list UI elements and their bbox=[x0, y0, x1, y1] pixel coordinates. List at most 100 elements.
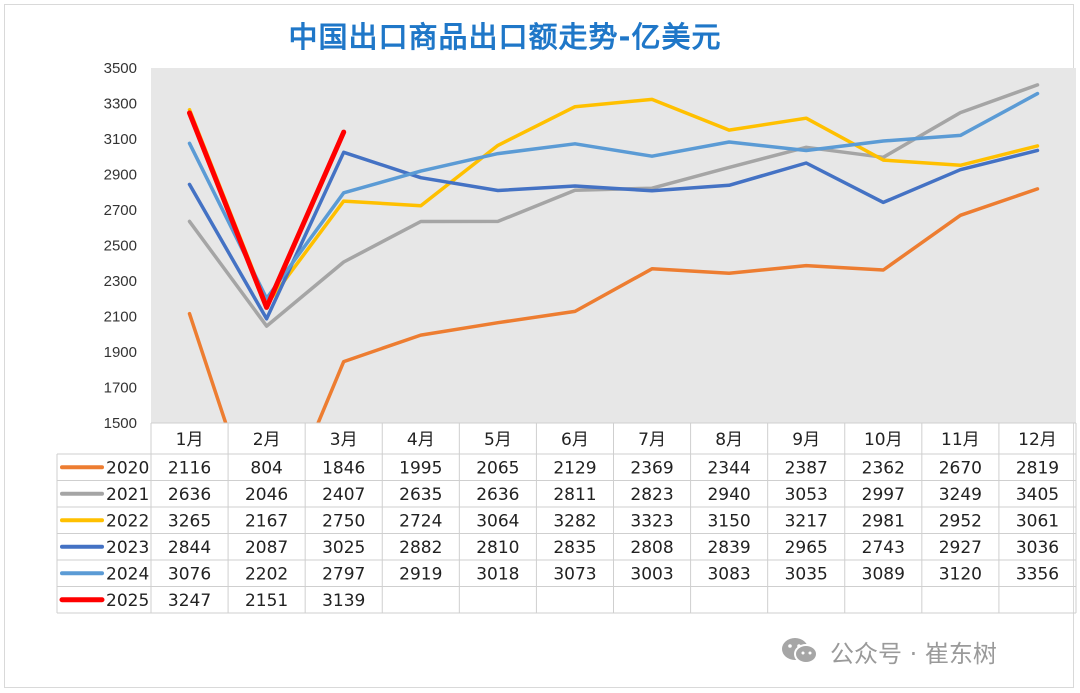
x-category-label: 4月 bbox=[407, 430, 435, 450]
data-label: 3035 bbox=[785, 564, 828, 584]
data-label: 3036 bbox=[1016, 538, 1059, 558]
data-label: 2927 bbox=[939, 538, 982, 558]
data-label: 1846 bbox=[322, 458, 365, 478]
x-category-label: 5月 bbox=[484, 430, 512, 450]
data-label: 2882 bbox=[399, 538, 442, 558]
x-category-label: 3月 bbox=[330, 430, 358, 450]
series-line-2023 bbox=[187, 148, 1040, 321]
data-label: 2636 bbox=[168, 485, 211, 505]
data-label: 2129 bbox=[553, 458, 596, 478]
y-tick-label: 2100 bbox=[104, 309, 137, 326]
legend-label-2020: 2020 bbox=[106, 458, 149, 478]
data-label: 3405 bbox=[1016, 485, 1059, 505]
data-label: 3018 bbox=[476, 564, 519, 584]
data-label: 2167 bbox=[245, 511, 288, 531]
data-label: 3053 bbox=[785, 485, 828, 505]
data-label: 2919 bbox=[399, 564, 442, 584]
data-label: 2387 bbox=[785, 458, 828, 478]
watermark: 公众号 · 崔东树 bbox=[780, 634, 997, 668]
y-tick-label: 3300 bbox=[104, 96, 137, 113]
y-tick-label: 2500 bbox=[104, 238, 137, 255]
x-category-label: 6月 bbox=[561, 430, 589, 450]
data-label: 2202 bbox=[245, 564, 288, 584]
data-label: 2965 bbox=[785, 538, 828, 558]
x-category-label: 1月 bbox=[176, 430, 204, 450]
data-label: 2151 bbox=[245, 591, 288, 611]
data-label: 2839 bbox=[707, 538, 750, 558]
plot-area bbox=[151, 68, 1076, 423]
data-label: 2940 bbox=[707, 485, 750, 505]
data-label: 2823 bbox=[630, 485, 673, 505]
data-label: 2844 bbox=[168, 538, 211, 558]
data-label: 2065 bbox=[476, 458, 519, 478]
watermark-text: 公众号 · 崔东树 bbox=[830, 639, 997, 668]
data-label: 2362 bbox=[862, 458, 905, 478]
data-label: 3323 bbox=[630, 511, 673, 531]
data-label: 2981 bbox=[862, 511, 905, 531]
data-label: 2797 bbox=[322, 564, 365, 584]
data-label: 2407 bbox=[322, 485, 365, 505]
data-label: 2724 bbox=[399, 511, 442, 531]
chart-title: 中国出口商品出口额走势-亿美元 bbox=[288, 20, 722, 54]
data-label: 3061 bbox=[1016, 511, 1059, 531]
data-label: 2087 bbox=[245, 538, 288, 558]
data-label: 3356 bbox=[1016, 564, 1059, 584]
x-category-label: 11月 bbox=[941, 430, 980, 450]
y-tick-label: 1700 bbox=[104, 380, 137, 397]
data-label: 2670 bbox=[939, 458, 982, 478]
data-label: 3249 bbox=[939, 485, 982, 505]
data-label: 2743 bbox=[862, 538, 905, 558]
data-label: 3265 bbox=[168, 511, 211, 531]
data-label: 3083 bbox=[707, 564, 750, 584]
legend-label-2022: 2022 bbox=[106, 511, 149, 531]
x-category-label: 8月 bbox=[715, 430, 743, 450]
legend-label-2024: 2024 bbox=[106, 564, 149, 584]
wechat-icon bbox=[782, 638, 818, 664]
data-label: 3217 bbox=[785, 511, 828, 531]
y-tick-label: 2900 bbox=[104, 167, 137, 184]
data-label: 2808 bbox=[630, 538, 673, 558]
x-category-label: 2月 bbox=[253, 430, 281, 450]
data-label: 2636 bbox=[476, 485, 519, 505]
y-tick-label: 1900 bbox=[104, 344, 137, 361]
series-line-2022 bbox=[187, 97, 1040, 307]
data-label: 2952 bbox=[939, 511, 982, 531]
series-line-2025 bbox=[187, 110, 347, 310]
data-label: 2635 bbox=[399, 485, 442, 505]
data-label: 3150 bbox=[707, 511, 750, 531]
series-line-2024 bbox=[187, 91, 1040, 301]
x-category-label: 10月 bbox=[864, 430, 903, 450]
data-label: 3025 bbox=[322, 538, 365, 558]
data-label: 3076 bbox=[168, 564, 211, 584]
y-tick-label: 2700 bbox=[104, 202, 137, 219]
data-label: 2811 bbox=[553, 485, 596, 505]
data-label: 2835 bbox=[553, 538, 596, 558]
x-category-label: 7月 bbox=[638, 430, 666, 450]
x-category-label: 9月 bbox=[792, 430, 820, 450]
data-label: 3073 bbox=[553, 564, 596, 584]
y-tick-label: 1500 bbox=[104, 415, 137, 432]
data-label: 3064 bbox=[476, 511, 519, 531]
data-label: 2369 bbox=[630, 458, 673, 478]
data-label: 2819 bbox=[1016, 458, 1059, 478]
data-label: 2810 bbox=[476, 538, 519, 558]
y-tick-label: 2300 bbox=[104, 273, 137, 290]
y-tick-label: 3500 bbox=[104, 60, 137, 77]
series-line-2020 bbox=[187, 187, 1040, 423]
data-label: 3003 bbox=[630, 564, 673, 584]
data-label: 1995 bbox=[399, 458, 442, 478]
legend-label-2023: 2023 bbox=[106, 538, 149, 558]
legend-label-2021: 2021 bbox=[106, 485, 149, 505]
legend-label-2025: 2025 bbox=[106, 591, 149, 611]
data-label: 2344 bbox=[707, 458, 750, 478]
data-label: 3139 bbox=[322, 591, 365, 611]
data-label: 3089 bbox=[862, 564, 905, 584]
data-label: 3247 bbox=[168, 591, 211, 611]
data-label: 2750 bbox=[322, 511, 365, 531]
data-label: 3282 bbox=[553, 511, 596, 531]
data-label: 804 bbox=[250, 458, 282, 478]
x-category-label: 12月 bbox=[1018, 430, 1057, 450]
y-tick-label: 3100 bbox=[104, 131, 137, 148]
data-label: 2046 bbox=[245, 485, 288, 505]
